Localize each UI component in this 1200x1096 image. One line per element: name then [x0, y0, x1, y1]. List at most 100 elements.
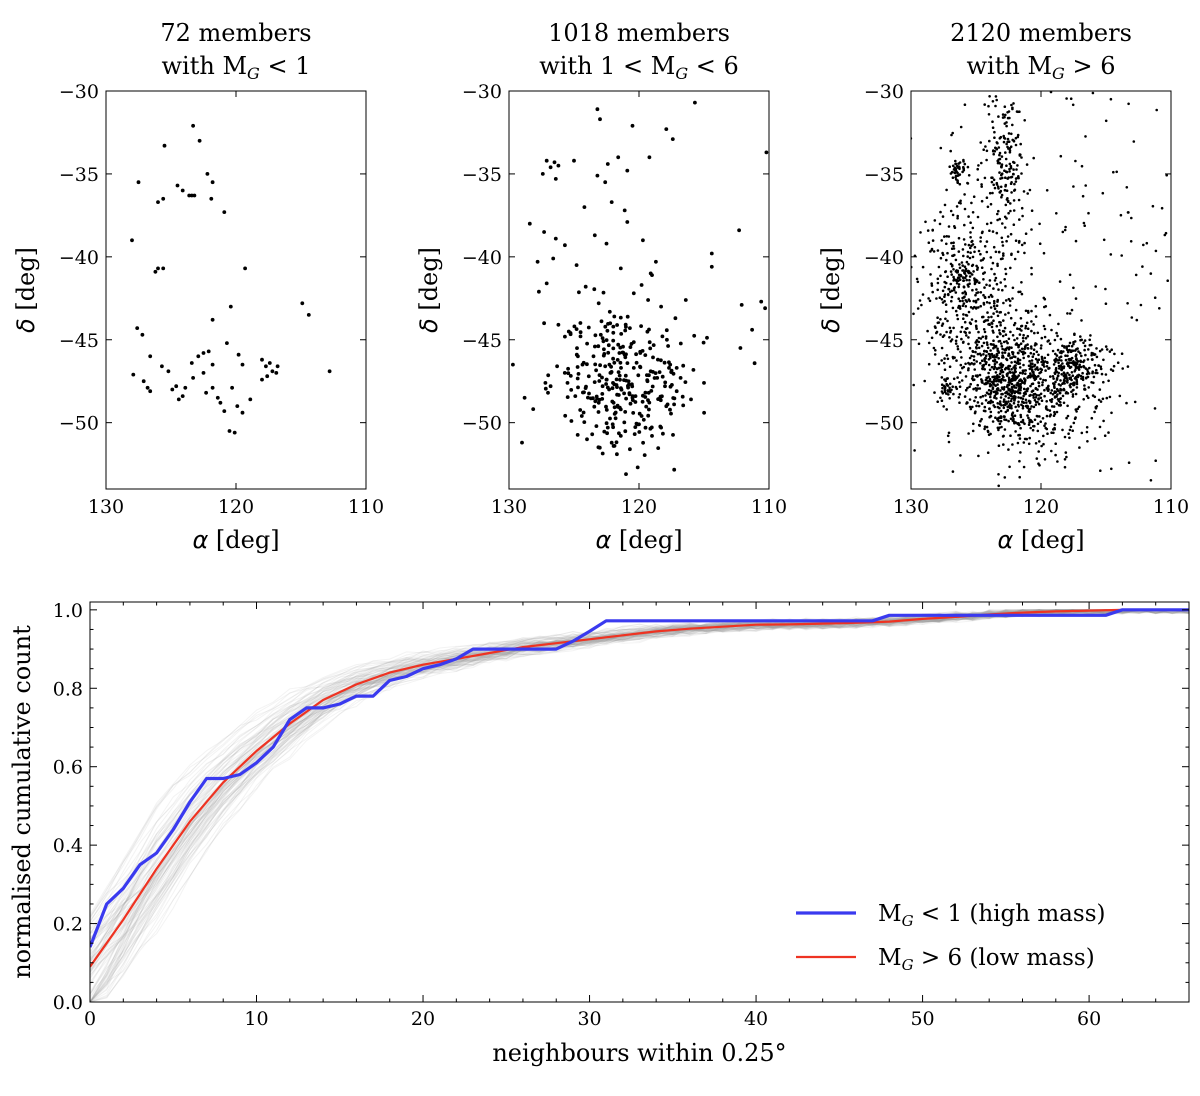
data-point — [926, 229, 930, 232]
data-point — [939, 274, 942, 278]
data-point — [952, 288, 956, 292]
data-point — [975, 280, 978, 284]
data-point — [991, 191, 994, 195]
data-point — [940, 298, 944, 301]
data-point — [1004, 185, 1007, 188]
data-point — [943, 368, 947, 372]
data-point — [1057, 322, 1060, 326]
random-draw-line — [90, 609, 1189, 923]
data-point — [1007, 337, 1011, 341]
data-point — [274, 371, 279, 375]
data-point — [624, 472, 628, 476]
data-point — [639, 283, 644, 287]
data-point — [987, 375, 990, 379]
data-point — [1043, 458, 1047, 461]
data-point — [993, 136, 996, 139]
data-point — [958, 182, 962, 186]
data-point — [984, 378, 988, 382]
data-point — [944, 281, 948, 285]
data-point — [1039, 347, 1043, 350]
data-point — [1104, 345, 1108, 348]
data-point — [1043, 394, 1046, 398]
data-point — [944, 379, 947, 383]
data-point — [1017, 400, 1020, 404]
data-point — [968, 356, 972, 360]
x-tick-label: 30 — [577, 1008, 601, 1030]
data-point — [671, 433, 675, 437]
y-tick-label: −30 — [864, 81, 904, 103]
data-point — [1010, 404, 1013, 408]
data-point — [1018, 349, 1022, 352]
data-point — [610, 386, 615, 391]
data-point — [1039, 377, 1042, 381]
data-point — [945, 242, 948, 246]
x-tick-label: 120 — [218, 496, 254, 518]
data-point — [598, 117, 602, 122]
data-point — [964, 267, 968, 271]
data-point — [986, 311, 989, 314]
data-point — [954, 291, 958, 294]
data-point — [989, 399, 993, 403]
data-point — [1130, 316, 1134, 319]
data-point — [955, 205, 959, 208]
data-point — [595, 173, 600, 178]
data-point — [988, 284, 991, 287]
data-point — [942, 334, 946, 337]
data-point — [1132, 140, 1136, 143]
data-point — [1021, 336, 1025, 340]
data-point — [1084, 353, 1087, 357]
data-point — [1050, 328, 1053, 332]
data-point — [205, 172, 210, 176]
data-point — [945, 310, 948, 314]
data-point — [986, 451, 990, 455]
data-point — [1108, 350, 1112, 353]
data-point — [593, 362, 598, 367]
data-point — [943, 285, 947, 289]
data-point — [1019, 290, 1022, 294]
data-point — [1065, 345, 1069, 348]
data-point — [930, 284, 934, 287]
data-point — [568, 332, 573, 337]
data-point — [1166, 279, 1169, 283]
data-point — [980, 359, 984, 363]
data-point — [1012, 373, 1016, 377]
y-axis-label: normalised cumulative count — [8, 625, 36, 979]
data-point — [999, 396, 1003, 399]
data-point — [996, 264, 999, 268]
data-point — [1073, 340, 1077, 343]
data-point — [989, 202, 993, 206]
legend-subscript: G — [902, 956, 914, 974]
data-point — [1145, 241, 1149, 245]
data-point — [959, 125, 963, 129]
data-point — [634, 421, 639, 426]
data-point — [985, 350, 988, 353]
random-draw-line — [90, 609, 1189, 921]
data-point — [590, 432, 595, 437]
data-point — [1089, 334, 1092, 337]
data-point — [1087, 211, 1090, 215]
data-point — [962, 285, 966, 289]
data-point — [968, 321, 972, 325]
y-tick-label: −35 — [864, 164, 904, 186]
series-line-high-mass — [90, 608, 1189, 948]
data-point — [1064, 451, 1068, 454]
data-point — [1004, 176, 1007, 179]
data-point — [1007, 400, 1010, 403]
data-point — [1085, 426, 1089, 429]
data-point — [983, 405, 987, 409]
y-tick-label: −35 — [462, 164, 502, 186]
data-point — [1055, 370, 1059, 374]
data-point — [1095, 368, 1098, 372]
data-point — [606, 343, 611, 348]
data-point — [1050, 431, 1053, 435]
data-point — [1093, 395, 1097, 399]
data-point — [639, 324, 643, 328]
data-point — [954, 339, 958, 343]
data-point — [582, 420, 587, 424]
data-point — [1001, 176, 1004, 180]
axis-unit: [deg] — [611, 526, 682, 554]
data-point — [995, 367, 999, 371]
data-point — [943, 235, 946, 238]
data-point — [980, 378, 983, 381]
data-point — [957, 285, 960, 289]
